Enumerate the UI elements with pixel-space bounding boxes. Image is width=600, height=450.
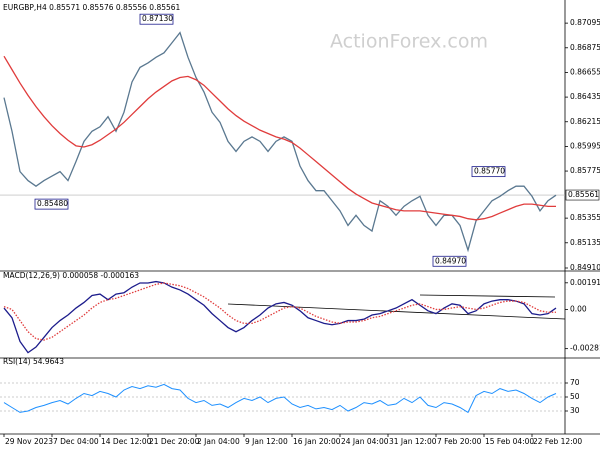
y-tick-label: 0.86215 (570, 117, 600, 126)
series-line (3, 383, 557, 414)
x-tick-label: 9 Jan 12:00 (245, 437, 288, 446)
y-tick-label: -0.002816 (570, 344, 600, 353)
annotation-label: 0.84970 (435, 256, 466, 265)
x-tick-label: 14 Dec 12:00 (101, 437, 152, 446)
x-tick-label: 22 Feb 12:00 (533, 437, 582, 446)
last-price-box (565, 189, 600, 201)
y-tick-label: 0.86435 (570, 92, 600, 101)
annotation-label: 0.85770 (474, 167, 505, 176)
y-tick-label: 0.85995 (570, 141, 600, 150)
series-line (3, 280, 557, 354)
series-line (3, 31, 557, 253)
x-tick-label: 15 Feb 04:00 (485, 437, 534, 446)
y-tick-label: 0.86655 (570, 67, 600, 76)
y-tick-label: 0.84910 (570, 263, 600, 272)
annotation-box (34, 198, 69, 210)
y-tick-label: 30 (570, 406, 580, 415)
panel-title: MACD(12,26,9) 0.000058 -0.000163 (3, 271, 139, 280)
y-tick-label: 0.85135 (570, 238, 600, 247)
y-tick-label: 0.85355 (570, 213, 600, 222)
panel-title: EURGBP,H4 0.85571 0.85576 0.85556 0.8556… (3, 3, 181, 12)
panel-title: RSI(14) 54.9643 (3, 357, 64, 366)
series-line (3, 282, 556, 341)
y-tick-label: 50 (570, 392, 580, 401)
last-price-label: 0.85561 (568, 190, 599, 199)
y-tick-label: 0.87095 (570, 18, 600, 27)
y-tick-label: 0.001911 (570, 278, 600, 287)
annotation-label: 0.87130 (142, 14, 173, 23)
watermark: ActionForex.com (330, 31, 488, 53)
x-tick-label: 29 Nov 2023 (5, 437, 53, 446)
x-tick-label: 2 Jan 04:00 (197, 437, 240, 446)
trend-line (227, 303, 566, 320)
x-tick-label: 7 Dec 04:00 (53, 437, 99, 446)
annotation-label: 0.85480 (37, 199, 68, 208)
annotation-box (139, 13, 174, 25)
annotation-box (432, 255, 467, 267)
y-tick-label: 0.86875 (570, 43, 600, 52)
x-tick-label: 31 Jan 12:00 (389, 437, 437, 446)
y-tick-label: 70 (570, 378, 580, 387)
x-tick-label: 24 Jan 04:00 (341, 437, 389, 446)
annotation-box (471, 166, 506, 178)
trend-line (419, 294, 556, 298)
series-line (3, 55, 556, 221)
y-tick-label: 0.85775 (570, 166, 600, 175)
x-tick-label: 7 Feb 20:00 (437, 437, 482, 446)
x-tick-label: 16 Jan 20:00 (293, 437, 341, 446)
y-tick-label: 0.00 (570, 304, 587, 313)
x-tick-label: 21 Dec 20:00 (149, 437, 200, 446)
